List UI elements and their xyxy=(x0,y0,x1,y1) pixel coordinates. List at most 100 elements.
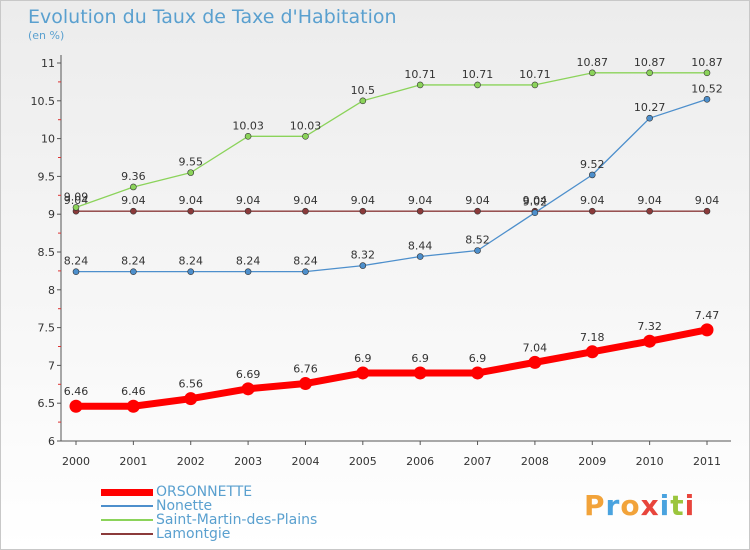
data-label: 8.52 xyxy=(465,233,490,246)
data-label: 7.04 xyxy=(523,341,548,354)
legend-item: Saint-Martin-des-Plains xyxy=(101,513,317,527)
data-point xyxy=(130,207,137,215)
data-label: 10.71 xyxy=(462,68,494,81)
x-tick-label: 2007 xyxy=(464,455,492,468)
data-label: 9.09 xyxy=(64,190,89,203)
data-label: 10.5 xyxy=(351,84,376,97)
data-point xyxy=(646,69,653,77)
data-label: 6.76 xyxy=(293,363,318,376)
data-point xyxy=(588,69,596,77)
data-label: 10.52 xyxy=(691,82,723,95)
data-label: 9.04 xyxy=(580,194,605,207)
data-point xyxy=(130,268,137,275)
data-point xyxy=(187,169,195,176)
x-tick-label: 2008 xyxy=(521,455,549,468)
data-point xyxy=(244,268,252,275)
data-point xyxy=(474,207,481,215)
data-label: 8.32 xyxy=(351,249,376,262)
legend-item: ORSONNETTE xyxy=(101,485,317,499)
data-point xyxy=(643,334,657,348)
legend-swatch xyxy=(101,533,153,535)
data-point xyxy=(359,262,367,269)
data-point xyxy=(187,207,195,215)
data-point xyxy=(72,204,80,211)
data-point xyxy=(528,355,542,369)
chart-title: Evolution du Taux de Taxe d'Habitation xyxy=(28,6,397,28)
y-tick-label: 7 xyxy=(48,359,55,372)
data-point xyxy=(302,207,309,215)
data-point xyxy=(588,207,596,215)
data-label: 6.9 xyxy=(469,352,487,365)
data-label: 10.87 xyxy=(577,56,609,69)
data-point xyxy=(359,97,367,105)
data-point xyxy=(588,171,596,179)
x-tick-label: 2003 xyxy=(234,455,262,468)
x-tick-label: 2006 xyxy=(406,455,434,468)
data-label: 10.71 xyxy=(519,68,551,81)
data-point xyxy=(703,69,711,77)
data-label: 9.04 xyxy=(236,194,261,207)
y-tick-label: 9 xyxy=(48,208,55,221)
y-tick-label: 7.5 xyxy=(38,322,56,335)
data-label: 9.52 xyxy=(580,158,605,171)
data-point xyxy=(298,377,312,391)
x-tick-label: 2009 xyxy=(578,455,606,468)
y-tick-label: 8 xyxy=(48,284,55,297)
data-label: 7.32 xyxy=(637,320,662,333)
data-label: 10.71 xyxy=(404,68,436,81)
legend: ORSONNETTE Nonette Saint-Martin-des-Plains… xyxy=(101,485,317,541)
data-label: 9.04 xyxy=(293,194,318,207)
legend-swatch xyxy=(101,519,153,521)
data-point xyxy=(646,114,653,122)
legend-swatch xyxy=(101,488,153,496)
y-tick-label: 10 xyxy=(41,133,55,146)
data-label: 8.24 xyxy=(178,255,203,268)
x-tick-label: 2004 xyxy=(291,455,319,468)
y-tick-label: 11 xyxy=(41,57,55,70)
data-label: 6.46 xyxy=(64,385,89,398)
data-point xyxy=(244,207,252,215)
logo-letter: i xyxy=(659,489,671,522)
data-point xyxy=(356,366,370,380)
data-label: 9.04 xyxy=(121,194,146,207)
data-label: 8.24 xyxy=(236,255,261,268)
chart-subtitle: (en %) xyxy=(28,29,65,42)
data-label: 9.55 xyxy=(178,156,203,169)
data-label: 9.04 xyxy=(523,194,548,207)
x-tick-label: 2000 xyxy=(62,455,90,468)
y-tick-label: 9.5 xyxy=(38,170,56,183)
data-point xyxy=(244,133,252,140)
data-label: 6.56 xyxy=(178,378,203,391)
legend-label: Nonette xyxy=(156,498,213,514)
data-point xyxy=(646,207,653,215)
data-point xyxy=(474,81,481,89)
logo-letter: t xyxy=(670,489,685,522)
legend-label: Saint-Martin-des-Plains xyxy=(156,512,318,528)
data-point xyxy=(302,268,309,275)
data-label: 9.04 xyxy=(64,194,89,207)
data-point xyxy=(416,81,424,89)
data-label: 6.9 xyxy=(354,352,372,365)
data-label: 9.02 xyxy=(523,196,548,209)
x-tick-label: 2001 xyxy=(119,455,147,468)
series-line-orsonnette xyxy=(76,326,708,410)
data-point xyxy=(302,133,309,140)
proxiti-logo: Proxiti xyxy=(584,489,695,522)
data-label: 9.04 xyxy=(695,194,720,207)
data-label: 9.04 xyxy=(408,194,433,207)
logo-letter: o xyxy=(620,489,641,522)
data-point xyxy=(585,345,599,359)
logo-letter: x xyxy=(640,489,660,522)
data-point xyxy=(474,247,481,254)
x-tick-label: 2002 xyxy=(177,455,205,468)
data-label: 10.87 xyxy=(634,56,666,69)
data-label: 9.36 xyxy=(121,170,146,183)
data-point xyxy=(531,209,539,216)
data-point xyxy=(700,323,714,337)
data-point xyxy=(187,268,195,275)
legend-label: Lamontgie xyxy=(156,526,231,542)
data-point xyxy=(531,81,539,89)
data-point xyxy=(241,382,255,396)
